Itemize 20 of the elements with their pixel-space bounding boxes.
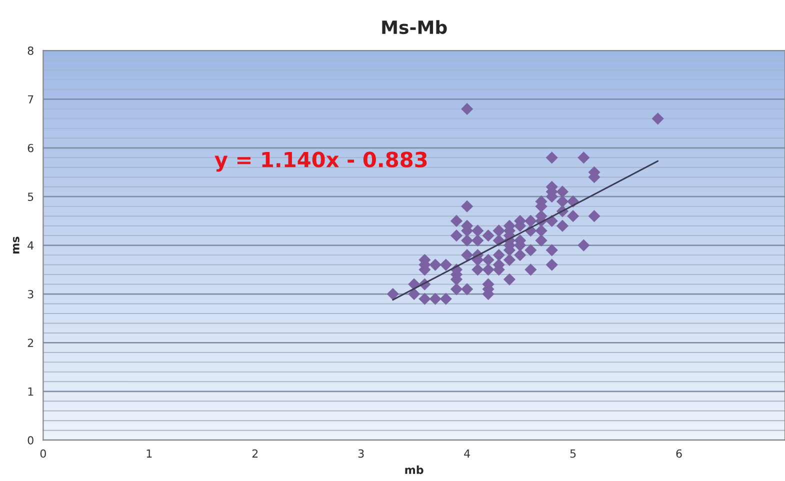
y-tick-label: 8: [28, 46, 34, 55]
chart-title: Ms-Mb: [382, 20, 447, 34]
y-tick-label: 0: [28, 436, 34, 444]
y-tick-label: 1: [28, 388, 34, 396]
x-tick-label: 3: [358, 449, 364, 458]
y-tick-label: 4: [28, 241, 34, 250]
y-tick-label: 2: [28, 338, 34, 347]
x-tick-label: 6: [676, 449, 682, 458]
x-axis-title: mb: [405, 465, 424, 474]
y-tick-label: 3: [28, 290, 34, 298]
y-tick-label: 5: [28, 192, 34, 201]
y-tick-label: 7: [28, 95, 34, 104]
x-tick-label: 5: [570, 449, 576, 458]
y-axis-title: ms: [12, 236, 20, 254]
y-tick-label: 6: [28, 144, 34, 152]
x-tick-label: 1: [146, 449, 152, 458]
x-tick-label: 0: [40, 449, 46, 458]
annotation: y = 1.140x - 0.883: [214, 152, 427, 172]
x-tick-label: 4: [464, 449, 470, 458]
x-tick-label: 2: [252, 449, 258, 458]
